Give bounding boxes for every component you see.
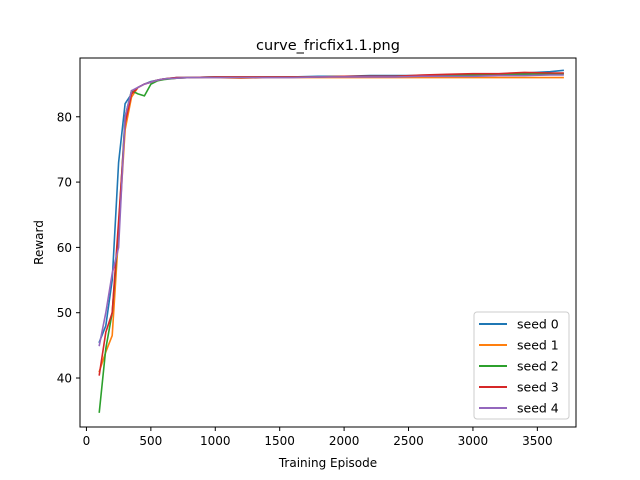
x-tick-label: 3000	[458, 434, 489, 448]
chart-title: curve_fricfix1.1.png	[256, 38, 400, 54]
x-tick-label: 2500	[393, 434, 424, 448]
legend-label-seed-2: seed 2	[517, 359, 559, 374]
x-tick-label: 0	[83, 434, 91, 448]
legend-label-seed-4: seed 4	[517, 401, 559, 416]
legend-label-seed-0: seed 0	[517, 317, 559, 332]
y-tick-label: 40	[57, 372, 72, 386]
x-tick-label: 1000	[200, 434, 231, 448]
y-tick-label: 70	[57, 176, 72, 190]
series-line-seed-4	[98, 74, 564, 347]
y-tick-label: 80	[57, 110, 72, 124]
x-tick-label: 2000	[329, 434, 360, 448]
x-tick-label: 3500	[522, 434, 553, 448]
x-axis-label: Training Episode	[278, 456, 377, 470]
legend-box	[473, 311, 570, 420]
x-tick-label: 1500	[264, 434, 295, 448]
x-tick-label: 500	[139, 434, 162, 448]
x-axis-ticks: 0 500 1000 1500 2000 2500 3000 3500	[83, 427, 553, 448]
y-axis-label: Reward	[32, 220, 46, 265]
legend: seed 0 seed 1 seed 2 seed 3 seed 4	[473, 311, 570, 420]
y-axis-ticks: 40 50 60 70 80	[57, 110, 80, 386]
legend-label-seed-1: seed 1	[517, 338, 559, 353]
series-layer	[98, 69, 564, 413]
y-tick-label: 60	[57, 241, 72, 255]
plot-frame	[79, 57, 577, 428]
y-tick-label: 50	[57, 306, 72, 320]
legend-label-seed-3: seed 3	[517, 380, 559, 395]
